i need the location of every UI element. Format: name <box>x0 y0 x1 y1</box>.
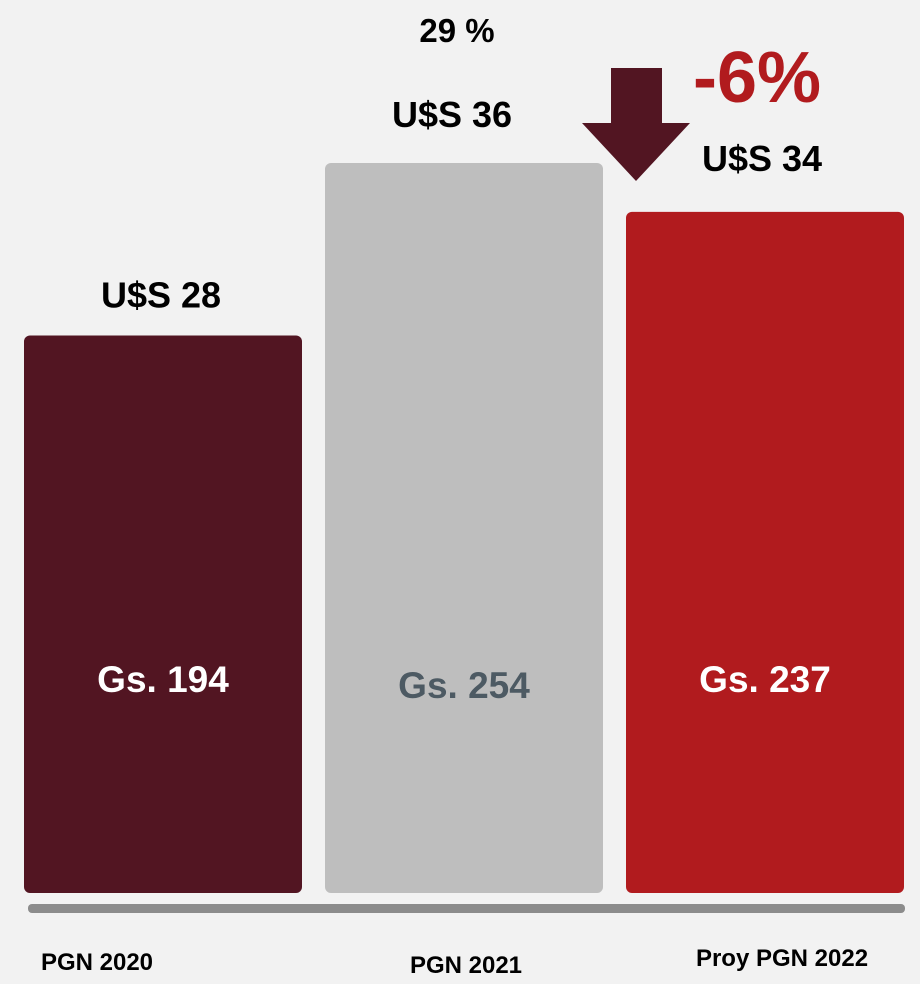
bar-value-label-2: Gs. 254 <box>398 665 530 706</box>
usd-label-2: U$S 36 <box>392 94 512 135</box>
bar-3 <box>626 211 904 893</box>
labels-layer: Gs. 194 PGN 2020 Gs. 254 PGN 2021 Gs. 237 Pro… <box>41 94 868 979</box>
growth-annotation: 29 % <box>419 12 494 49</box>
down-arrow-icon <box>582 68 690 181</box>
bar-2 <box>325 163 603 893</box>
chart-baseline <box>28 904 905 913</box>
bars-layer <box>24 163 904 894</box>
bar-value-label-1: Gs. 194 <box>97 659 229 700</box>
bar-1 <box>24 335 302 894</box>
usd-label-3: U$S 34 <box>702 138 822 179</box>
category-label-3: Proy PGN 2022 <box>696 945 868 972</box>
category-label-1: PGN 2020 <box>41 949 153 976</box>
usd-label-1: U$S 28 <box>101 274 221 315</box>
bar-value-label-3: Gs. 237 <box>699 659 831 700</box>
change-annotation: -6% <box>693 38 821 118</box>
category-label-2: PGN 2021 <box>410 952 522 979</box>
